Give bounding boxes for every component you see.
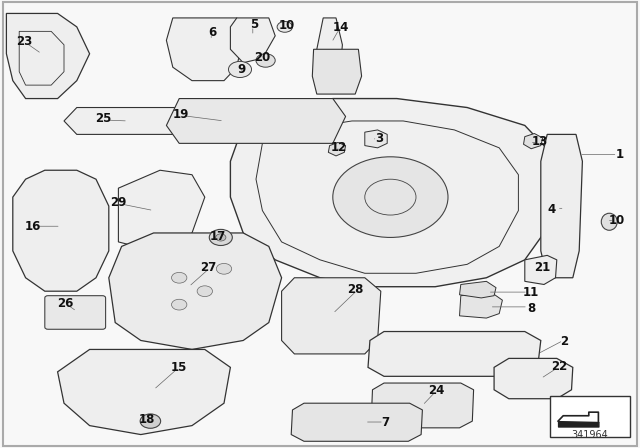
Circle shape [140,414,161,428]
Polygon shape [166,99,346,143]
Text: 21: 21 [534,261,551,275]
Polygon shape [64,108,192,134]
Polygon shape [524,134,543,149]
Text: 11: 11 [523,285,540,299]
Polygon shape [230,99,557,287]
Polygon shape [541,134,582,278]
Text: 10: 10 [278,19,295,33]
Circle shape [197,286,212,297]
Polygon shape [291,403,422,441]
Polygon shape [460,281,496,298]
Text: 24: 24 [428,384,445,397]
Text: 16: 16 [25,220,42,233]
Polygon shape [230,18,275,63]
Text: 18: 18 [139,413,156,426]
Text: 26: 26 [57,297,74,310]
Polygon shape [166,18,243,81]
Text: 23: 23 [16,34,33,48]
Ellipse shape [602,213,617,230]
FancyBboxPatch shape [550,396,630,437]
Circle shape [172,299,187,310]
Text: 5: 5 [250,18,258,31]
Polygon shape [282,278,381,354]
Polygon shape [317,18,342,90]
Text: 8: 8 [527,302,535,315]
Text: 10: 10 [608,214,625,227]
Polygon shape [6,13,90,99]
Text: 13: 13 [531,134,548,148]
Text: 25: 25 [95,112,112,125]
Polygon shape [13,170,109,291]
Text: 12: 12 [331,141,348,155]
Text: 22: 22 [551,360,568,373]
Text: 15: 15 [171,361,188,374]
Polygon shape [371,383,474,428]
Text: 20: 20 [254,51,271,64]
Text: 17: 17 [209,230,226,243]
Text: 3: 3 [375,132,383,146]
Polygon shape [368,332,541,376]
Text: 19: 19 [173,108,189,121]
Polygon shape [118,170,205,251]
Circle shape [216,234,226,241]
Polygon shape [525,255,557,284]
Circle shape [172,272,187,283]
Text: 1: 1 [616,148,623,161]
Text: 28: 28 [347,283,364,296]
Text: 29: 29 [110,196,127,209]
Text: 9: 9 [238,63,246,76]
Circle shape [256,54,275,67]
Circle shape [333,157,448,237]
Polygon shape [494,358,573,399]
Text: 4: 4 [548,203,556,216]
Circle shape [228,61,252,78]
Circle shape [277,22,292,32]
Text: 7: 7 [381,415,389,429]
Circle shape [209,229,232,246]
Text: 341964: 341964 [572,430,609,439]
FancyBboxPatch shape [45,296,106,329]
Circle shape [216,263,232,274]
Text: 14: 14 [333,21,349,34]
Text: 27: 27 [200,260,216,274]
Text: 2: 2 [561,335,568,349]
Polygon shape [365,130,387,148]
Polygon shape [460,293,502,318]
Text: 6: 6 [209,26,216,39]
Polygon shape [328,142,346,156]
Polygon shape [109,233,282,349]
Polygon shape [58,349,230,435]
Polygon shape [312,49,362,94]
